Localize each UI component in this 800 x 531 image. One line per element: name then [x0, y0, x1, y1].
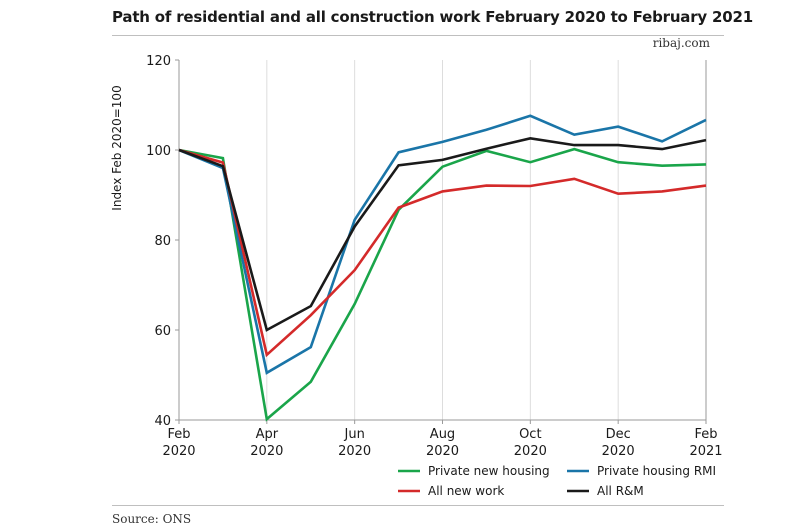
series-line-all-new-work	[178, 148, 707, 358]
y-axis-label: Index Feb 2020=100	[110, 85, 124, 210]
legend-label: All new work	[428, 484, 504, 498]
x-tick-label-year: 2020	[514, 444, 547, 459]
site-credit: ribaj.com	[652, 36, 710, 50]
x-tick-label-month: Apr	[256, 427, 279, 442]
series-line-all-r-m	[178, 136, 707, 332]
x-tick-label-month: Jun	[344, 427, 365, 442]
axis-layer: 40 60 80 100 120 Feb 2020 Apr 2020 Jun 2020 Aug 2020…	[146, 54, 722, 459]
x-tick-label-year: 2020	[602, 444, 635, 459]
series-line-private-housing-rmi	[178, 114, 707, 375]
x-tick-label-year: 2021	[689, 444, 722, 459]
grid-layer	[266, 60, 619, 420]
bottom-divider	[112, 505, 724, 506]
legend: Private new housing Private housing RMI Al…	[398, 464, 716, 498]
y-tick-label: 40	[154, 414, 171, 429]
x-tick-label-month: Feb	[167, 427, 190, 442]
legend-label: Private new housing	[428, 464, 550, 478]
series-line-private-new-housing	[178, 147, 707, 422]
x-tick-label-year: 2020	[338, 444, 371, 459]
x-tick-label-month: Feb	[694, 427, 717, 442]
legend-label: All R&M	[597, 484, 644, 498]
y-tick-label: 60	[154, 324, 171, 339]
x-tick-label-year: 2020	[426, 444, 459, 459]
source-note: Source: ONS	[112, 512, 192, 526]
x-tick-label-month: Oct	[519, 427, 541, 442]
y-tick-label: 80	[154, 234, 171, 249]
y-tick-label: 100	[146, 144, 171, 159]
series-layer	[178, 114, 707, 422]
x-tick-label-year: 2020	[162, 444, 195, 459]
top-divider	[112, 35, 724, 36]
x-tick-label-month: Aug	[430, 427, 455, 442]
x-tick-label-year: 2020	[250, 444, 283, 459]
y-tick-label: 120	[146, 54, 171, 69]
legend-label: Private housing RMI	[597, 464, 716, 478]
chart-title: Path of residential and all construction…	[112, 8, 753, 26]
x-tick-label-month: Dec	[606, 427, 631, 442]
